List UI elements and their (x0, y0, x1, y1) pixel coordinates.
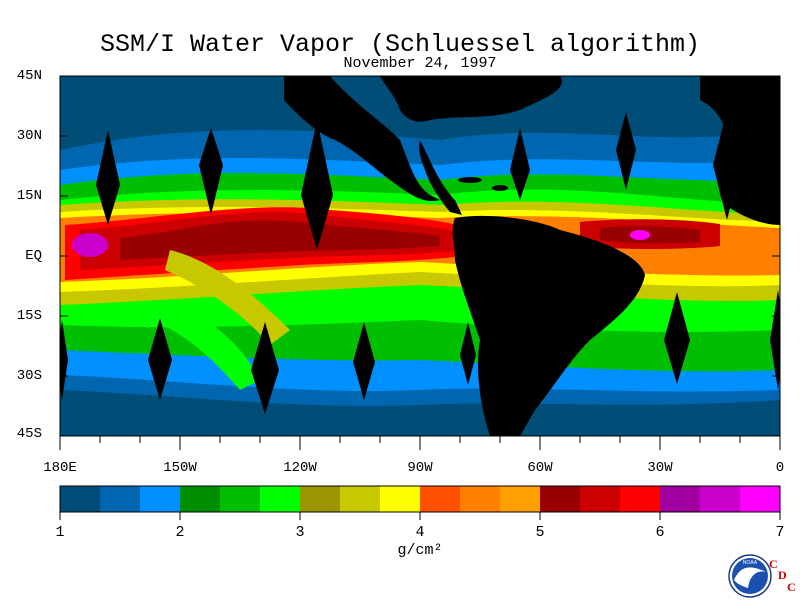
colorbar-ticks (59, 512, 781, 520)
colorbar-swatch (500, 486, 541, 512)
colorbar-swatch (460, 486, 501, 512)
colorbar-swatch (380, 486, 421, 512)
colorbar-swatch (740, 486, 781, 512)
colorbar-swatch (340, 486, 381, 512)
cdc-letter-c2: C (787, 580, 796, 594)
lon-ticks (59, 436, 781, 450)
lat-label-15n: 15N (16, 188, 42, 204)
colorbar-label-2: 2 (175, 524, 185, 541)
colorbar-label-4: 4 (415, 524, 425, 541)
lon-label-150w: 150W (163, 460, 197, 476)
colorbar-swatch (100, 486, 141, 512)
lon-label-120w: 120W (283, 460, 317, 476)
colorbar-swatch (260, 486, 301, 512)
lon-label-180e: 180E (43, 460, 77, 476)
lat-label-eq: EQ (25, 248, 42, 264)
lat-label-30s: 30S (16, 368, 42, 384)
map-date: November 24, 1997 (343, 55, 497, 72)
lon-label-90w: 90W (407, 460, 433, 476)
colorbar-swatch (220, 486, 261, 512)
lon-label-60w: 60W (527, 460, 553, 476)
noaa-logo-icon: NOAA (728, 554, 772, 602)
map-field (60, 76, 780, 436)
lat-label-15s: 15S (16, 308, 42, 324)
colorbar-swatch (660, 486, 701, 512)
lat-label-45n: 45N (16, 68, 42, 84)
lat-ticks (60, 75, 780, 437)
cdc-letter-d: D (778, 568, 787, 582)
colorbar-label-6: 6 (655, 524, 665, 541)
lon-label-0: 0 (775, 460, 785, 476)
map-title: SSM/I Water Vapor (Schluessel algorithm) (99, 30, 701, 59)
colorbar-swatch (60, 486, 101, 512)
colorbar-swatch (180, 486, 221, 512)
cdc-letter-c1: C (769, 557, 778, 571)
lat-label-45s: 45S (16, 426, 42, 442)
colorbar-swatch (580, 486, 621, 512)
colorbar-swatch (300, 486, 341, 512)
colorbar-unit: g/cm² (397, 542, 443, 559)
colorbar (60, 486, 781, 512)
colorbar-swatch (620, 486, 661, 512)
colorbar-label-7: 7 (775, 524, 785, 541)
colorbar-swatch (420, 486, 461, 512)
lat-label-30n: 30N (16, 128, 42, 144)
colorbar-label-1: 1 (55, 524, 65, 541)
colorbar-swatch (700, 486, 741, 512)
noaa-emblem-text: NOAA (743, 560, 758, 566)
colorbar-swatch (140, 486, 181, 512)
colorbar-swatch (540, 486, 581, 512)
lon-label-30w: 30W (647, 460, 673, 476)
colorbar-label-3: 3 (295, 524, 305, 541)
colorbar-label-5: 5 (535, 524, 545, 541)
